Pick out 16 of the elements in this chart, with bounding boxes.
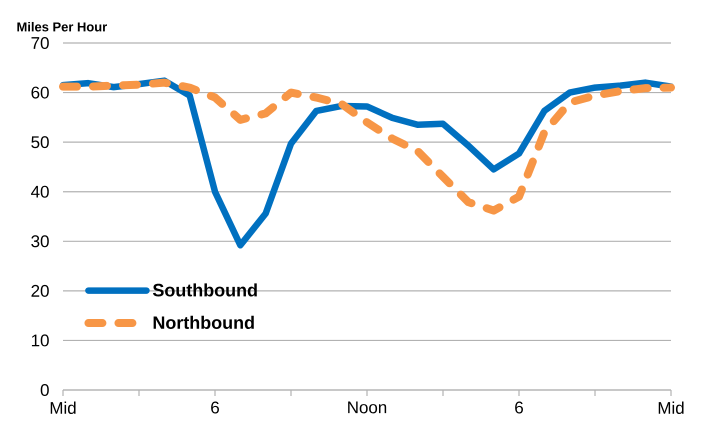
y-tick-label: 50 — [31, 136, 49, 148]
y-tick-label: 60 — [32, 86, 49, 99]
y-tick-label: 20 — [32, 284, 49, 297]
y-tick-label: 0 — [40, 384, 49, 396]
x-tick-label: Mid — [658, 402, 684, 414]
y-tick-label: 70 — [32, 37, 49, 50]
y-tick-label: 30 — [31, 235, 49, 248]
x-tick-label: Noon — [348, 402, 386, 414]
x-tick-label: Mid — [50, 402, 76, 414]
x-tick-label: 6 — [515, 402, 523, 414]
y-axis-title: Miles Per Hour — [17, 22, 107, 32]
x-tick-label: 6 — [211, 402, 219, 414]
legend-label: Southbound — [152, 283, 257, 296]
y-tick-label: 10 — [32, 334, 49, 346]
y-tick-label: 40 — [31, 186, 49, 198]
legend-label: Northbound — [154, 316, 254, 329]
